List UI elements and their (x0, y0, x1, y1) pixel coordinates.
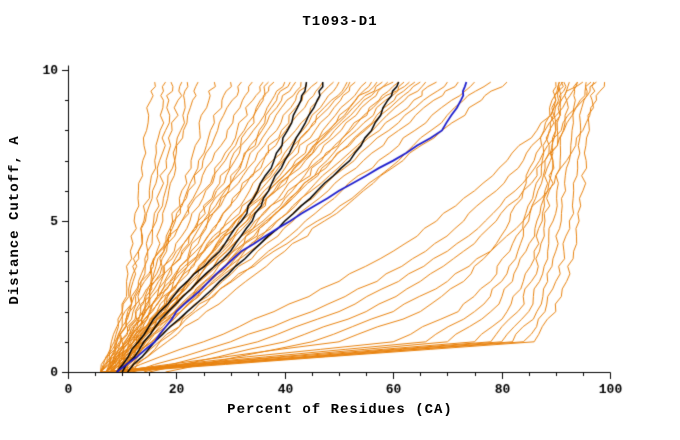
chart-title: T1093-D1 (302, 14, 378, 30)
x-axis-label: Percent of Residues (CA) (227, 402, 453, 418)
y-axis-label: Distance Cutoff, A (7, 135, 23, 305)
